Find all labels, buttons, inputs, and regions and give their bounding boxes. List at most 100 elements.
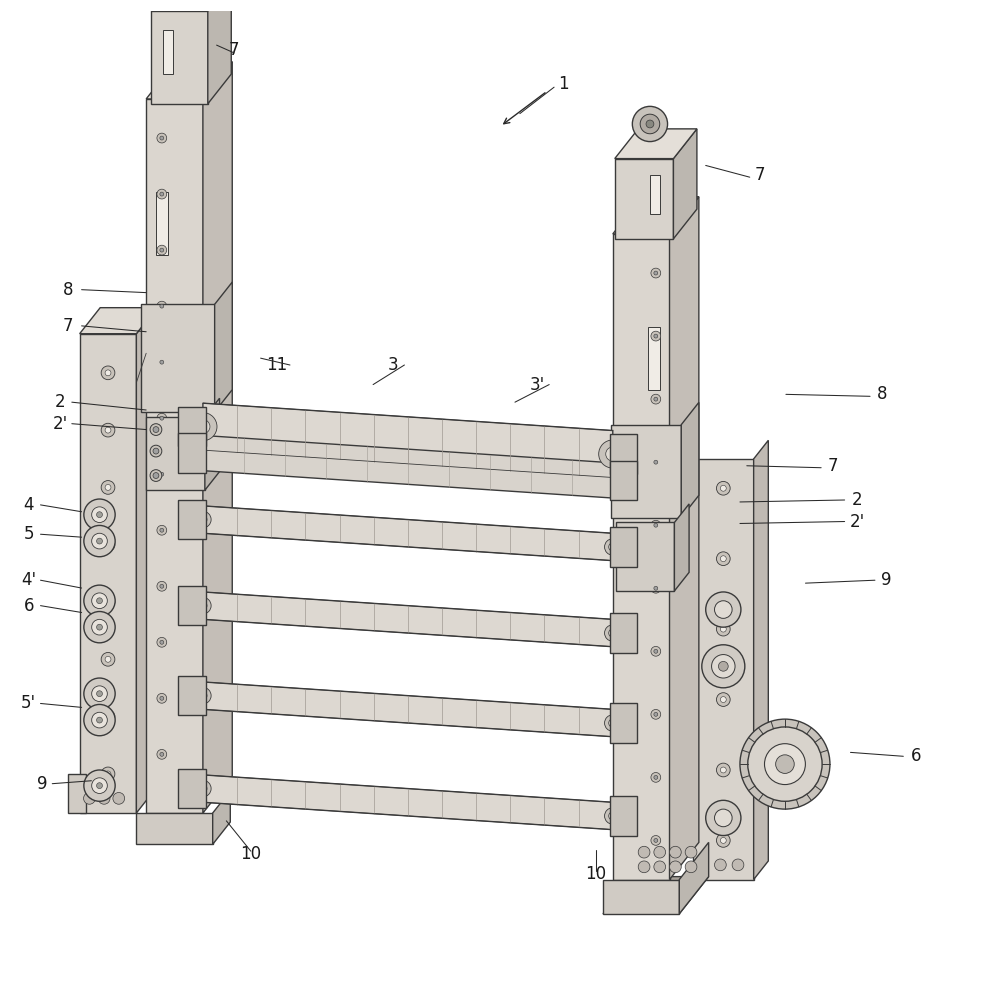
Circle shape — [654, 586, 658, 590]
Polygon shape — [79, 308, 157, 334]
Bar — [650, 175, 660, 214]
Circle shape — [105, 656, 111, 662]
Circle shape — [651, 394, 661, 404]
Polygon shape — [151, 0, 232, 11]
Circle shape — [101, 423, 115, 437]
Bar — [613, 234, 669, 880]
Text: 4: 4 — [24, 496, 34, 514]
Circle shape — [608, 812, 617, 820]
Circle shape — [608, 543, 617, 551]
Circle shape — [720, 485, 726, 491]
Text: 4': 4' — [22, 571, 36, 589]
Polygon shape — [203, 592, 613, 647]
Circle shape — [716, 481, 730, 495]
Polygon shape — [203, 62, 232, 813]
Circle shape — [101, 538, 115, 552]
Circle shape — [101, 767, 115, 781]
Polygon shape — [215, 282, 232, 412]
Polygon shape — [681, 402, 698, 518]
Bar — [610, 527, 638, 567]
Circle shape — [199, 784, 207, 793]
Circle shape — [633, 106, 667, 142]
Circle shape — [160, 472, 164, 476]
Bar — [610, 461, 638, 500]
Circle shape — [157, 301, 167, 311]
Circle shape — [608, 629, 617, 637]
Bar — [610, 703, 638, 743]
Circle shape — [157, 469, 167, 479]
Text: 2': 2' — [850, 513, 865, 531]
Circle shape — [654, 334, 658, 338]
Circle shape — [598, 440, 627, 468]
Circle shape — [160, 192, 164, 196]
Circle shape — [639, 846, 650, 858]
Polygon shape — [208, 0, 232, 104]
Circle shape — [113, 792, 125, 804]
Text: 11: 11 — [267, 356, 287, 374]
Circle shape — [157, 525, 167, 535]
Circle shape — [96, 717, 102, 723]
Circle shape — [101, 710, 115, 723]
Circle shape — [740, 719, 830, 809]
Circle shape — [83, 585, 115, 616]
Circle shape — [101, 366, 115, 380]
Bar — [179, 676, 206, 715]
Text: 7: 7 — [63, 317, 74, 335]
Circle shape — [716, 693, 730, 706]
Circle shape — [604, 539, 621, 555]
Circle shape — [157, 749, 167, 759]
Text: 2: 2 — [55, 393, 66, 411]
Circle shape — [654, 649, 658, 653]
Polygon shape — [753, 440, 768, 880]
Bar — [146, 99, 203, 813]
Circle shape — [83, 525, 115, 557]
Text: 8: 8 — [63, 281, 74, 299]
Polygon shape — [213, 791, 231, 844]
Bar — [179, 500, 206, 539]
Circle shape — [157, 357, 167, 367]
Circle shape — [160, 584, 164, 588]
Text: 2': 2' — [52, 415, 68, 433]
Circle shape — [150, 445, 162, 457]
Circle shape — [105, 484, 111, 490]
Circle shape — [654, 861, 665, 873]
Polygon shape — [136, 308, 157, 813]
Text: 9: 9 — [882, 571, 892, 589]
Bar — [179, 586, 206, 625]
Circle shape — [83, 704, 115, 736]
Circle shape — [160, 752, 164, 756]
Bar — [693, 459, 753, 880]
Circle shape — [716, 834, 730, 847]
Polygon shape — [613, 197, 698, 234]
Circle shape — [194, 687, 211, 704]
Circle shape — [654, 271, 658, 275]
Circle shape — [157, 133, 167, 143]
Circle shape — [98, 792, 110, 804]
Bar — [610, 434, 638, 474]
Circle shape — [685, 846, 697, 858]
Circle shape — [720, 837, 726, 843]
Circle shape — [639, 861, 650, 873]
Circle shape — [651, 268, 661, 278]
Circle shape — [96, 624, 102, 630]
Text: 9: 9 — [37, 775, 48, 793]
Circle shape — [96, 598, 102, 604]
Circle shape — [720, 556, 726, 562]
Text: 8: 8 — [877, 385, 887, 403]
Polygon shape — [146, 62, 232, 99]
Circle shape — [153, 427, 159, 433]
Polygon shape — [615, 129, 697, 159]
Circle shape — [701, 645, 745, 688]
Circle shape — [732, 859, 744, 871]
Bar — [615, 159, 673, 239]
Circle shape — [83, 678, 115, 709]
Circle shape — [697, 859, 708, 871]
Circle shape — [720, 767, 726, 773]
Circle shape — [748, 727, 822, 801]
Circle shape — [91, 507, 107, 522]
Polygon shape — [679, 842, 708, 914]
Text: 7: 7 — [828, 457, 838, 475]
Circle shape — [160, 640, 164, 644]
Bar — [616, 522, 674, 591]
Bar — [179, 433, 206, 473]
